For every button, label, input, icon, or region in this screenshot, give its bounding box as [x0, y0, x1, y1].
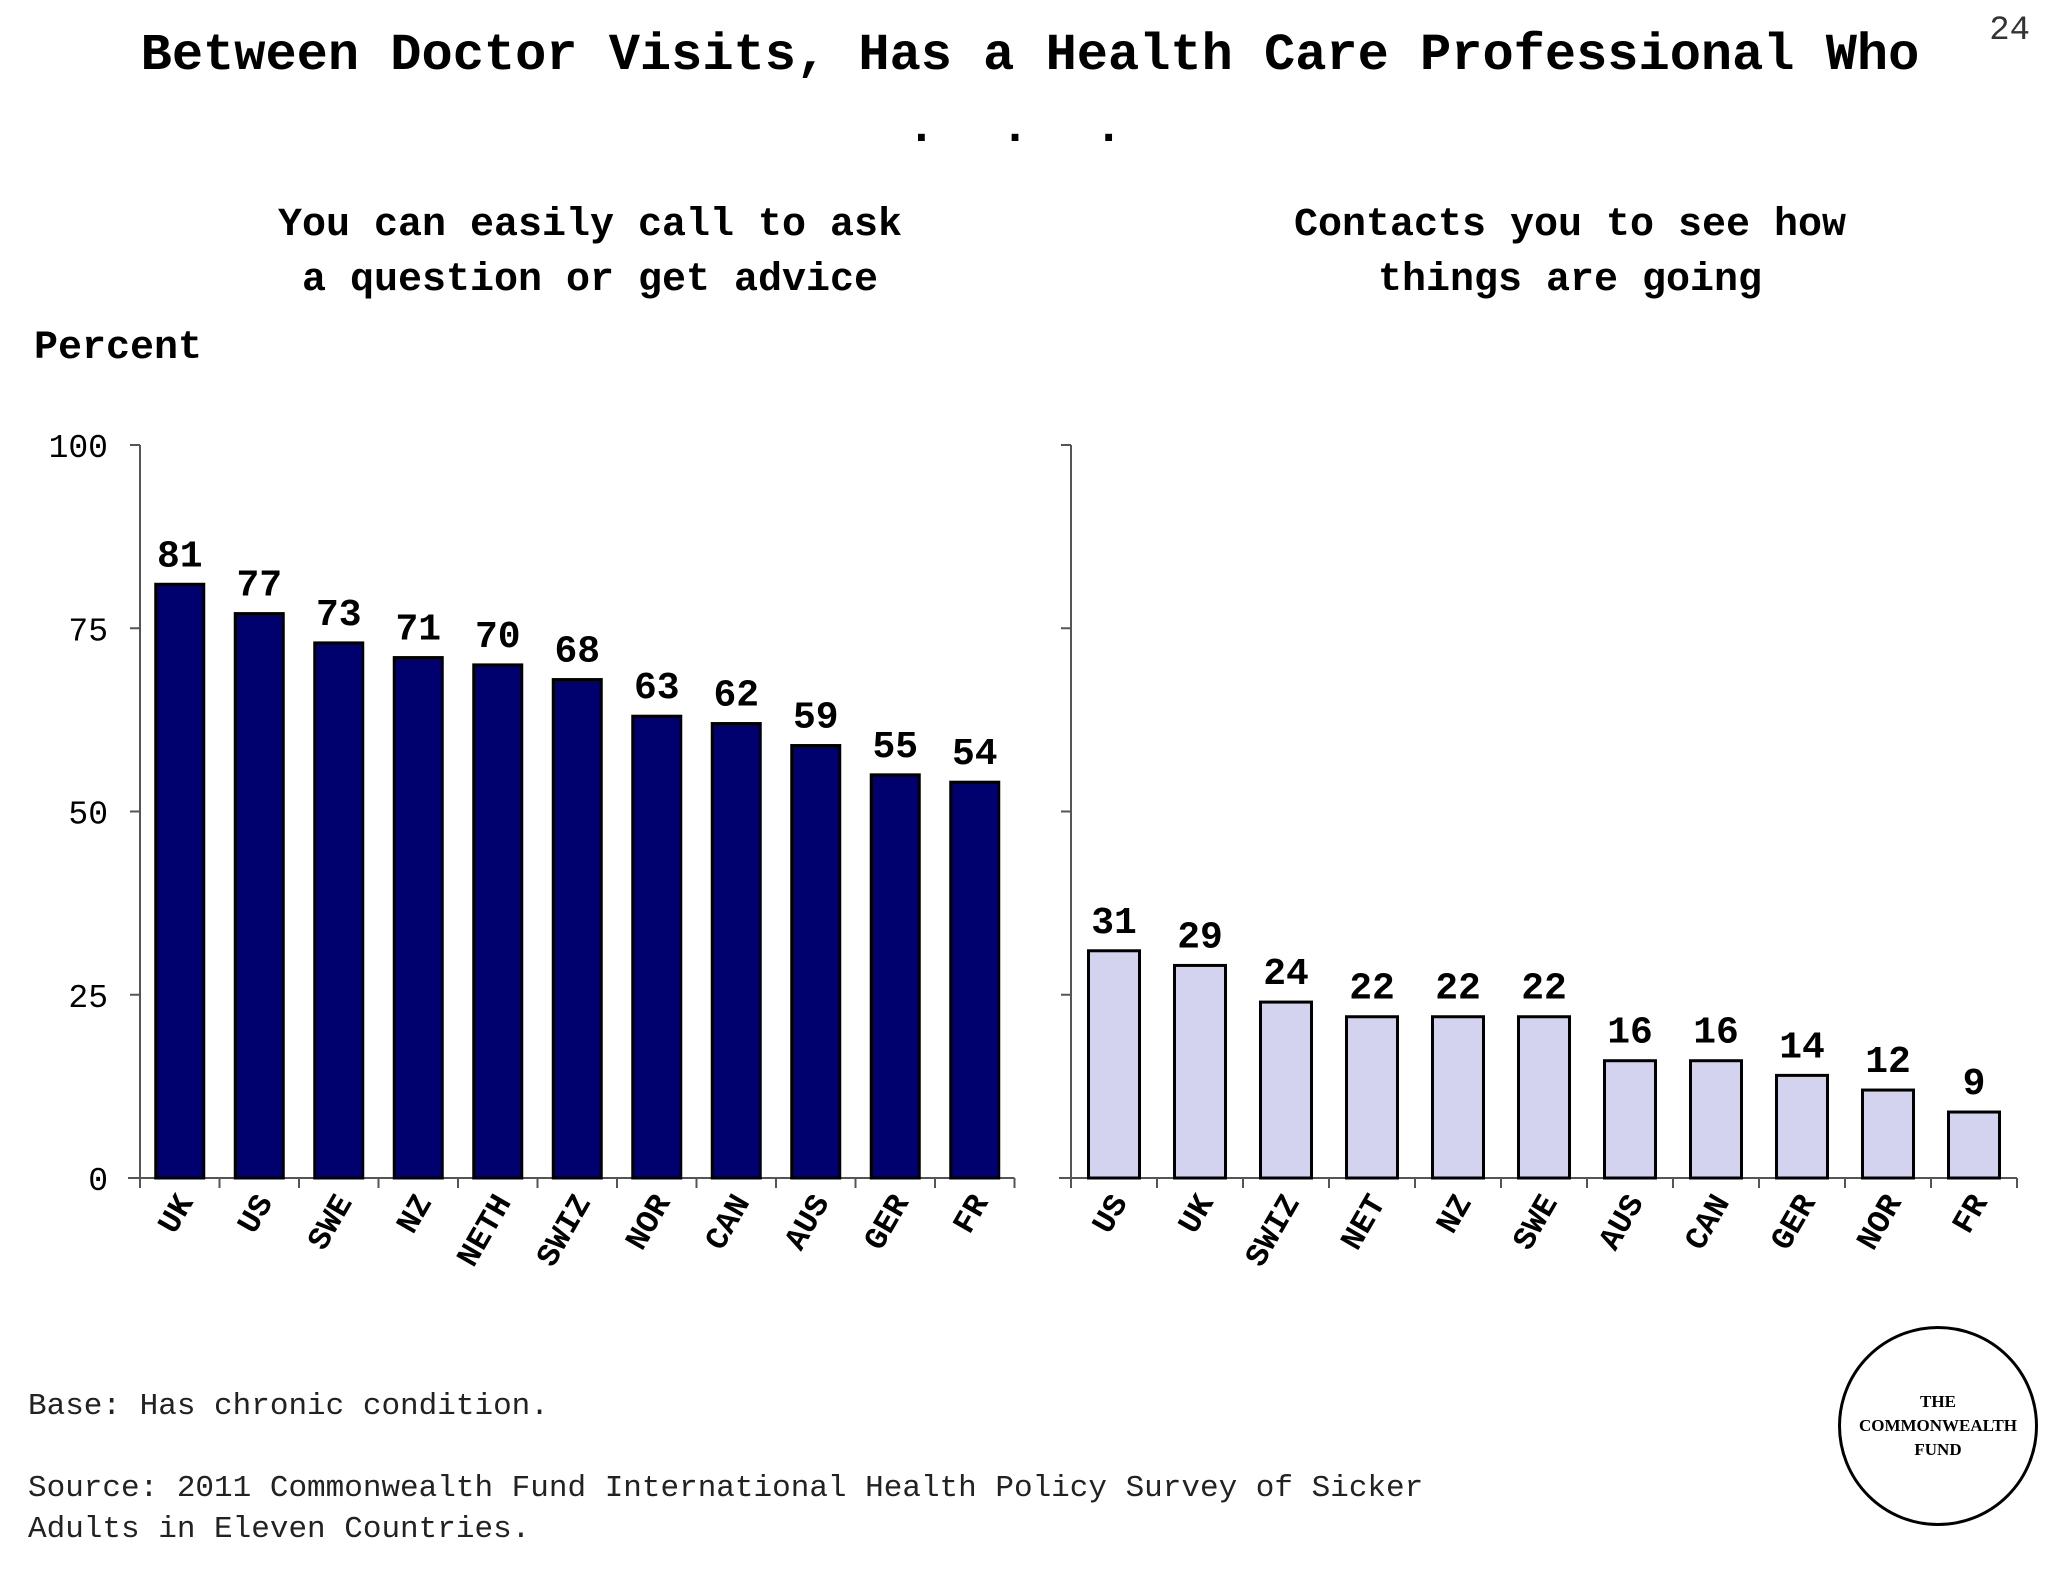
left-category-label: UK: [151, 1188, 203, 1240]
right-bar-nor: [1861, 1088, 1915, 1180]
left-data-label: 62: [713, 675, 759, 718]
y-tick-label: 100: [49, 430, 108, 467]
left-category-label: AUS: [778, 1189, 839, 1257]
left-bar-can: [710, 722, 762, 1180]
commonwealth-fund-logo: THE COMMONWEALTH FUND: [1838, 1326, 2038, 1526]
y-tick-label: 0: [88, 1163, 108, 1200]
right-data-label: 31: [1091, 902, 1137, 945]
right-bar-can: [1689, 1059, 1743, 1180]
left-data-label: 81: [157, 535, 203, 578]
left-category-label: NETH: [450, 1189, 520, 1274]
left-category-label: FR: [946, 1188, 998, 1240]
left-data-label: 55: [872, 726, 918, 769]
right-category-label: FR: [1945, 1188, 1997, 1240]
y-tick-label: 50: [68, 797, 108, 834]
y-axis-label: Percent: [34, 326, 203, 371]
title-ellipsis: . . .: [906, 102, 1142, 156]
left-data-label: 73: [316, 594, 362, 637]
right-category-label: NOR: [1850, 1188, 1911, 1257]
right-data-label: 16: [1693, 1012, 1739, 1055]
right-category-label: SWIZ: [1238, 1189, 1308, 1274]
right-data-label: 22: [1521, 968, 1567, 1011]
left-data-label: 63: [634, 667, 680, 710]
left-category-label: NZ: [390, 1189, 441, 1241]
right-data-label: 22: [1349, 968, 1395, 1011]
left-data-label: 71: [395, 609, 441, 652]
footer-notes: Base: Has chronic condition. Source: 201…: [28, 1345, 1423, 1591]
left-bar-aus: [790, 744, 842, 1180]
right-bar-net: [1345, 1015, 1399, 1180]
page-number: 24: [1989, 12, 2030, 50]
left-bar-neth: [472, 663, 524, 1180]
right-bar-uk: [1173, 963, 1227, 1180]
left-bar-swe: [313, 641, 365, 1180]
right-category-label: NET: [1334, 1189, 1395, 1257]
right-category-label: GER: [1764, 1188, 1825, 1257]
y-tick-label: 25: [68, 980, 108, 1017]
right-category-label: US: [1085, 1189, 1136, 1241]
footer-base: Base: Has chronic condition.: [28, 1389, 549, 1424]
footer-source: Source: 2011 Commonwealth Fund Internati…: [28, 1471, 1424, 1547]
right-data-label: 14: [1779, 1026, 1825, 1069]
left-bar-fr: [949, 780, 1001, 1180]
right-category-label: AUS: [1592, 1189, 1653, 1257]
left-category-label: SWIZ: [529, 1189, 599, 1274]
right-bar-swiz: [1259, 1000, 1313, 1180]
left-bar-nor: [631, 714, 683, 1180]
left-category-label: SWE: [301, 1189, 362, 1257]
right-bar-fr: [1947, 1110, 2001, 1180]
left-category-label: NOR: [619, 1188, 680, 1257]
right-bar-ger: [1775, 1073, 1829, 1180]
left-category-label: CAN: [698, 1189, 759, 1257]
right-category-label: CAN: [1678, 1189, 1739, 1257]
right-data-label: 22: [1435, 968, 1481, 1011]
left-data-label: 68: [554, 631, 600, 674]
right-data-label: 24: [1263, 953, 1309, 996]
left-bar-ger: [869, 773, 921, 1180]
left-bar-uk: [154, 582, 206, 1180]
y-tick-label: 75: [68, 613, 108, 650]
slide-title: Between Doctor Visits, Has a Health Care…: [140, 26, 1920, 85]
left-chart-title: You can easily call to ask a question or…: [277, 203, 903, 303]
right-category-label: UK: [1171, 1188, 1223, 1240]
right-chart-title: Contacts you to see how things are going: [1293, 203, 1847, 303]
left-data-label: 59: [793, 697, 839, 740]
left-data-label: 54: [952, 733, 998, 776]
right-bar-aus: [1603, 1059, 1657, 1180]
bar-charts: 0 25 50 75 100 81 UK 77 US 73 SWE 71 NZ 70 NETH 68 SWIZ 6…: [49, 430, 2018, 1274]
right-category-label: SWE: [1506, 1189, 1567, 1257]
right-bar-us: [1087, 949, 1141, 1180]
right-data-label: 16: [1607, 1012, 1653, 1055]
left-bar-swiz: [551, 678, 603, 1180]
left-data-label: 77: [236, 565, 282, 608]
left-bar-nz: [392, 656, 444, 1180]
right-category-label: NZ: [1429, 1189, 1480, 1241]
left-bar-us: [233, 612, 285, 1180]
right-bar-nz: [1431, 1015, 1485, 1180]
left-category-label: US: [231, 1189, 282, 1241]
left-category-label: GER: [857, 1188, 918, 1257]
right-data-label: 9: [1963, 1063, 1986, 1106]
right-bar-swe: [1517, 1015, 1571, 1180]
right-data-label: 12: [1865, 1041, 1911, 1084]
right-data-label: 29: [1177, 916, 1223, 959]
left-data-label: 70: [475, 616, 521, 659]
